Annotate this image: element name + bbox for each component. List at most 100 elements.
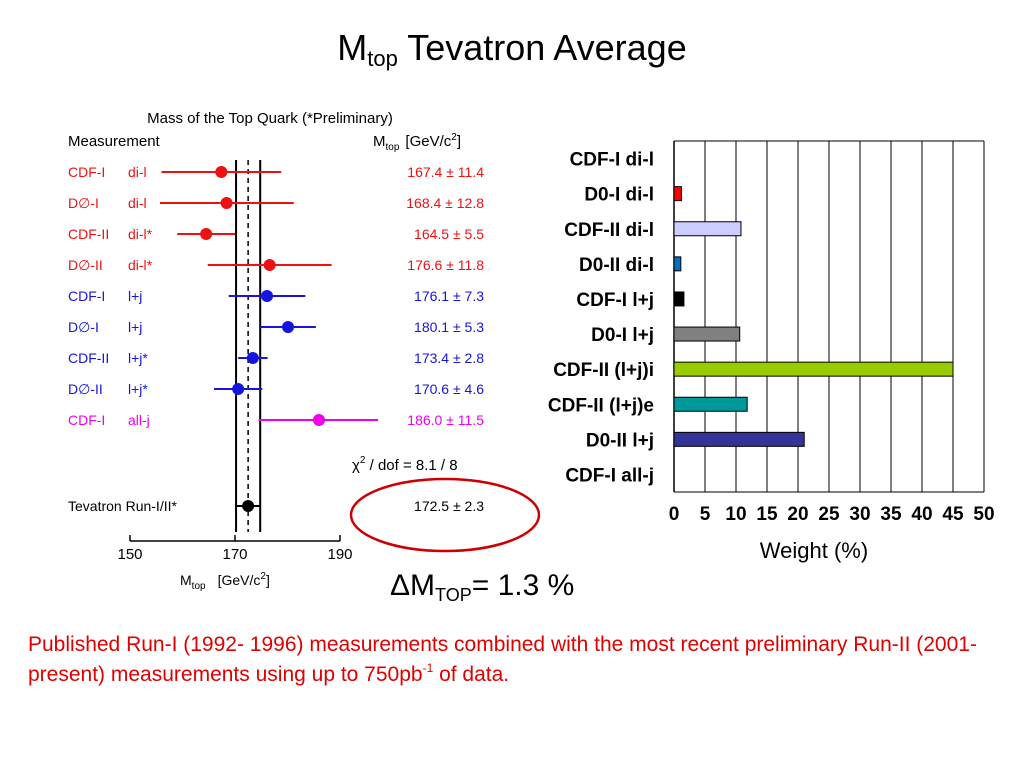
experiment-label: D∅-II (68, 257, 103, 273)
value-label: 168.4 ± 12.8 (406, 195, 484, 211)
ideogram-tick-label: 190 (327, 546, 352, 563)
value-label: 167.4 ± 11.4 (407, 164, 484, 180)
ideogram-tick-label: 170 (222, 546, 247, 563)
value-label: 170.6 ± 4.6 (414, 381, 484, 397)
combined-row: Tevatron Run-I/II* 172.5 ± 2.3 (68, 498, 484, 514)
data-point (246, 352, 259, 364)
measurement-row: D∅-II l+j* 170.6 ± 4.6 (68, 381, 484, 397)
measurement-row: CDF-I all-j 186.0 ± 11.5 (68, 412, 484, 428)
weight-bar (673, 221, 742, 237)
ideogram-title: Mass of the Top Quark (*Preliminary) (147, 110, 393, 127)
bar-tick-label: 20 (787, 504, 808, 525)
data-point (220, 197, 233, 209)
bar-tick-label: 45 (942, 504, 964, 525)
bar-tick-label: 35 (880, 504, 902, 525)
channel-label: l+j (128, 288, 142, 304)
experiment-label: CDF-II (68, 350, 109, 366)
value-label: 164.5 ± 5.5 (414, 226, 484, 242)
ideogram-x-label: Mtop [GeV/c2] (180, 571, 270, 592)
bar-category-label: D0-II di-l (579, 255, 654, 276)
ideogram-chart: Mass of the Top Quark (*Preliminary) Mea… (68, 110, 541, 592)
channel-label: di-l* (128, 257, 153, 273)
experiment-label: CDF-I (68, 164, 105, 180)
data-point (263, 259, 276, 271)
slide-title: Mtop Tevatron Average (337, 27, 687, 71)
bar-tick-label: 5 (700, 504, 711, 525)
measurement-header: Measurement (68, 133, 161, 150)
channel-label: l+j (128, 319, 142, 335)
footnote: Published Run-I (1992- 1996) measurement… (28, 633, 977, 686)
highlight-ellipse (349, 477, 541, 553)
bar-category-label: CDF-I l+j (576, 290, 654, 311)
data-point (215, 166, 228, 178)
bar-x-ticks: 0 5 10 15 20 25 30 35 40 45 50 (669, 504, 995, 525)
channel-label: all-j (128, 412, 150, 428)
weight-bar (673, 256, 682, 272)
measurement-row: CDF-II l+j* 173.4 ± 2.8 (68, 350, 484, 366)
data-point (261, 290, 274, 302)
mtop-header: Mtop [GeV/c2] (373, 132, 461, 153)
data-point (313, 414, 325, 426)
bar-tick-label: 10 (725, 504, 746, 525)
weight-bar (673, 396, 748, 412)
measurement-row: CDF-I l+j 176.1 ± 7.3 (68, 288, 484, 304)
measurement-row: D∅-I di-l 168.4 ± 12.8 (68, 195, 484, 211)
value-label: 173.4 ± 2.8 (414, 350, 484, 366)
ideogram-x-axis: 150 170 190 (117, 535, 353, 563)
value-label: 180.1 ± 5.3 (414, 319, 484, 335)
experiment-label: CDF-II (68, 226, 109, 242)
experiment-label: CDF-I (68, 412, 105, 428)
weight-bar (673, 186, 682, 202)
delta-mtop: ΔMTOP= 1.3 % (390, 569, 575, 605)
bar-category-label: CDF-II (l+j)i (553, 360, 654, 381)
value-label: 176.6 ± 11.8 (407, 257, 484, 273)
experiment-label: D∅-I (68, 195, 99, 211)
bar-tick-label: 40 (911, 504, 932, 525)
bar-category-label: D0-I di-l (584, 185, 654, 206)
bar-tick-label: 30 (849, 504, 870, 525)
combined-point (242, 500, 255, 512)
bar-category-label: D0-I l+j (591, 325, 654, 346)
channel-label: di-l (128, 164, 147, 180)
data-point (232, 383, 245, 395)
channel-label: l+j* (128, 350, 148, 366)
chi2-label: χ2 / dof = 8.1 / 8 (352, 455, 458, 474)
channel-label: di-l* (128, 226, 153, 242)
experiment-label: D∅-I (68, 319, 99, 335)
bar-category-label: CDF-I all-j (565, 465, 654, 486)
bar-category-label: CDF-I di-l (570, 150, 654, 171)
combined-value: 172.5 ± 2.3 (414, 498, 484, 514)
weight-bar-chart: CDF-I di-l D0-I di-l CDF-II di-l D0-II di-l… (548, 140, 995, 563)
channel-label: l+j* (128, 381, 148, 397)
average-band (235, 160, 262, 532)
data-point (200, 228, 213, 240)
bar-category-label: CDF-II di-l (564, 220, 654, 241)
bar-category-label: D0-II l+j (586, 430, 654, 451)
value-label: 186.0 ± 11.5 (407, 412, 484, 428)
measurement-rows: CDF-I di-l 167.4 ± 11.4 D∅-I di-l 168.4 ± 12.… (68, 164, 484, 428)
value-label: 176.1 ± 7.3 (414, 288, 484, 304)
bar-tick-label: 15 (756, 504, 778, 525)
experiment-label: CDF-I (68, 288, 105, 304)
weight-bar (673, 326, 741, 342)
channel-label: di-l (128, 195, 147, 211)
ideogram-tick-label: 150 (117, 546, 142, 563)
bar-categories: CDF-I di-l D0-I di-l CDF-II di-l D0-II di-l… (548, 150, 654, 487)
bar-series (673, 186, 954, 447)
experiment-label: D∅-II (68, 381, 103, 397)
weight-bar (673, 431, 805, 447)
bar-tick-label: 0 (669, 504, 680, 525)
measurement-row: D∅-I l+j 180.1 ± 5.3 (68, 319, 484, 335)
bar-category-label: CDF-II (l+j)e (548, 395, 654, 416)
data-point (282, 321, 295, 333)
combined-label: Tevatron Run-I/II* (68, 498, 177, 514)
bar-tick-label: 25 (818, 504, 840, 525)
bar-x-label: Weight (%) (760, 538, 868, 563)
measurement-row: D∅-II di-l* 176.6 ± 11.8 (68, 257, 484, 273)
weight-bar (673, 361, 954, 377)
measurement-row: CDF-I di-l 167.4 ± 11.4 (68, 164, 484, 180)
bar-tick-label: 50 (973, 504, 994, 525)
measurement-row: CDF-II di-l* 164.5 ± 5.5 (68, 226, 484, 242)
weight-bar (673, 291, 685, 307)
